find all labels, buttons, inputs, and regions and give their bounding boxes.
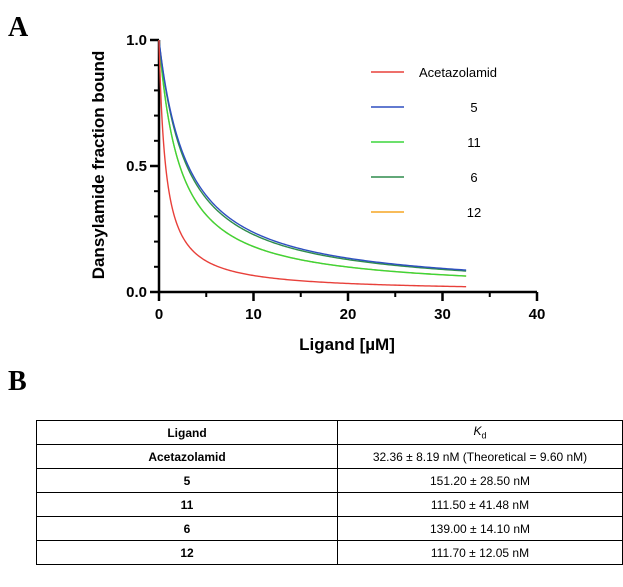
table-cell-ligand: 11	[36, 492, 338, 517]
x-axis-label: Ligand [µM]	[299, 335, 395, 354]
table-header-ligand: Ligand	[36, 420, 338, 445]
curve-acetazolamid	[158, 40, 467, 288]
kd-table: Ligand Kd Acetazolamid 32.36 ± 8.19 nM (…	[36, 420, 623, 565]
y-tick-label: 0.0	[126, 284, 147, 301]
table-row: Acetazolamid 32.36 ± 8.19 nM (Theoretica…	[36, 444, 623, 469]
y-tick-label: 0.5	[126, 158, 147, 175]
panel-label-a: A	[8, 12, 29, 43]
table-row: 6 139.00 ± 14.10 nM	[36, 516, 623, 541]
x-tick-label: 10	[245, 306, 262, 323]
y-axis-label: Dansylamide fraction bound	[89, 51, 108, 280]
table-row: 12 111.70 ± 12.05 nM	[36, 540, 623, 565]
chart-legend: Acetazolamid 5 11 6 12	[371, 65, 497, 220]
x-tick-label: 40	[529, 306, 546, 323]
curve-11	[158, 39, 467, 277]
legend-label: 6	[470, 170, 477, 185]
table-cell-kd: 139.00 ± 14.10 nM	[337, 516, 623, 541]
table-cell-ligand: 5	[36, 468, 338, 493]
table-row: 11 111.50 ± 41.48 nM	[36, 492, 623, 517]
table-header-row: Ligand Kd	[36, 420, 623, 445]
x-tick-label: 0	[155, 306, 163, 323]
binding-chart: 0 10 20 30 40 0.0 0.5 1.0 Acetazolamid 5 11 6 12 Li…	[89, 32, 545, 354]
table-cell-kd: 32.36 ± 8.19 nM (Theoretical = 9.60 nM)	[337, 444, 623, 469]
legend-label: 5	[470, 100, 477, 115]
legend-label: 12	[467, 205, 481, 220]
table-cell-ligand: 12	[36, 540, 338, 565]
curve-5	[158, 39, 467, 271]
panel-label-b: B	[8, 366, 27, 397]
chart-axes: 0 10 20 30 40 0.0 0.5 1.0	[126, 32, 545, 323]
legend-label: 11	[467, 135, 481, 150]
table-cell-kd: 111.50 ± 41.48 nM	[337, 492, 623, 517]
x-tick-label: 30	[434, 306, 451, 323]
table-cell-kd: 151.20 ± 28.50 nM	[337, 468, 623, 493]
table-cell-ligand: Acetazolamid	[36, 444, 338, 469]
legend-label: Acetazolamid	[419, 65, 497, 80]
table-row: 5 151.20 ± 28.50 nM	[36, 468, 623, 493]
table-cell-ligand: 6	[36, 516, 338, 541]
x-tick-label: 20	[340, 306, 357, 323]
chart-curves	[158, 39, 467, 288]
y-tick-label: 1.0	[126, 32, 147, 49]
table-header-kd: Kd	[337, 420, 623, 445]
table-cell-kd: 111.70 ± 12.05 nM	[337, 540, 623, 565]
